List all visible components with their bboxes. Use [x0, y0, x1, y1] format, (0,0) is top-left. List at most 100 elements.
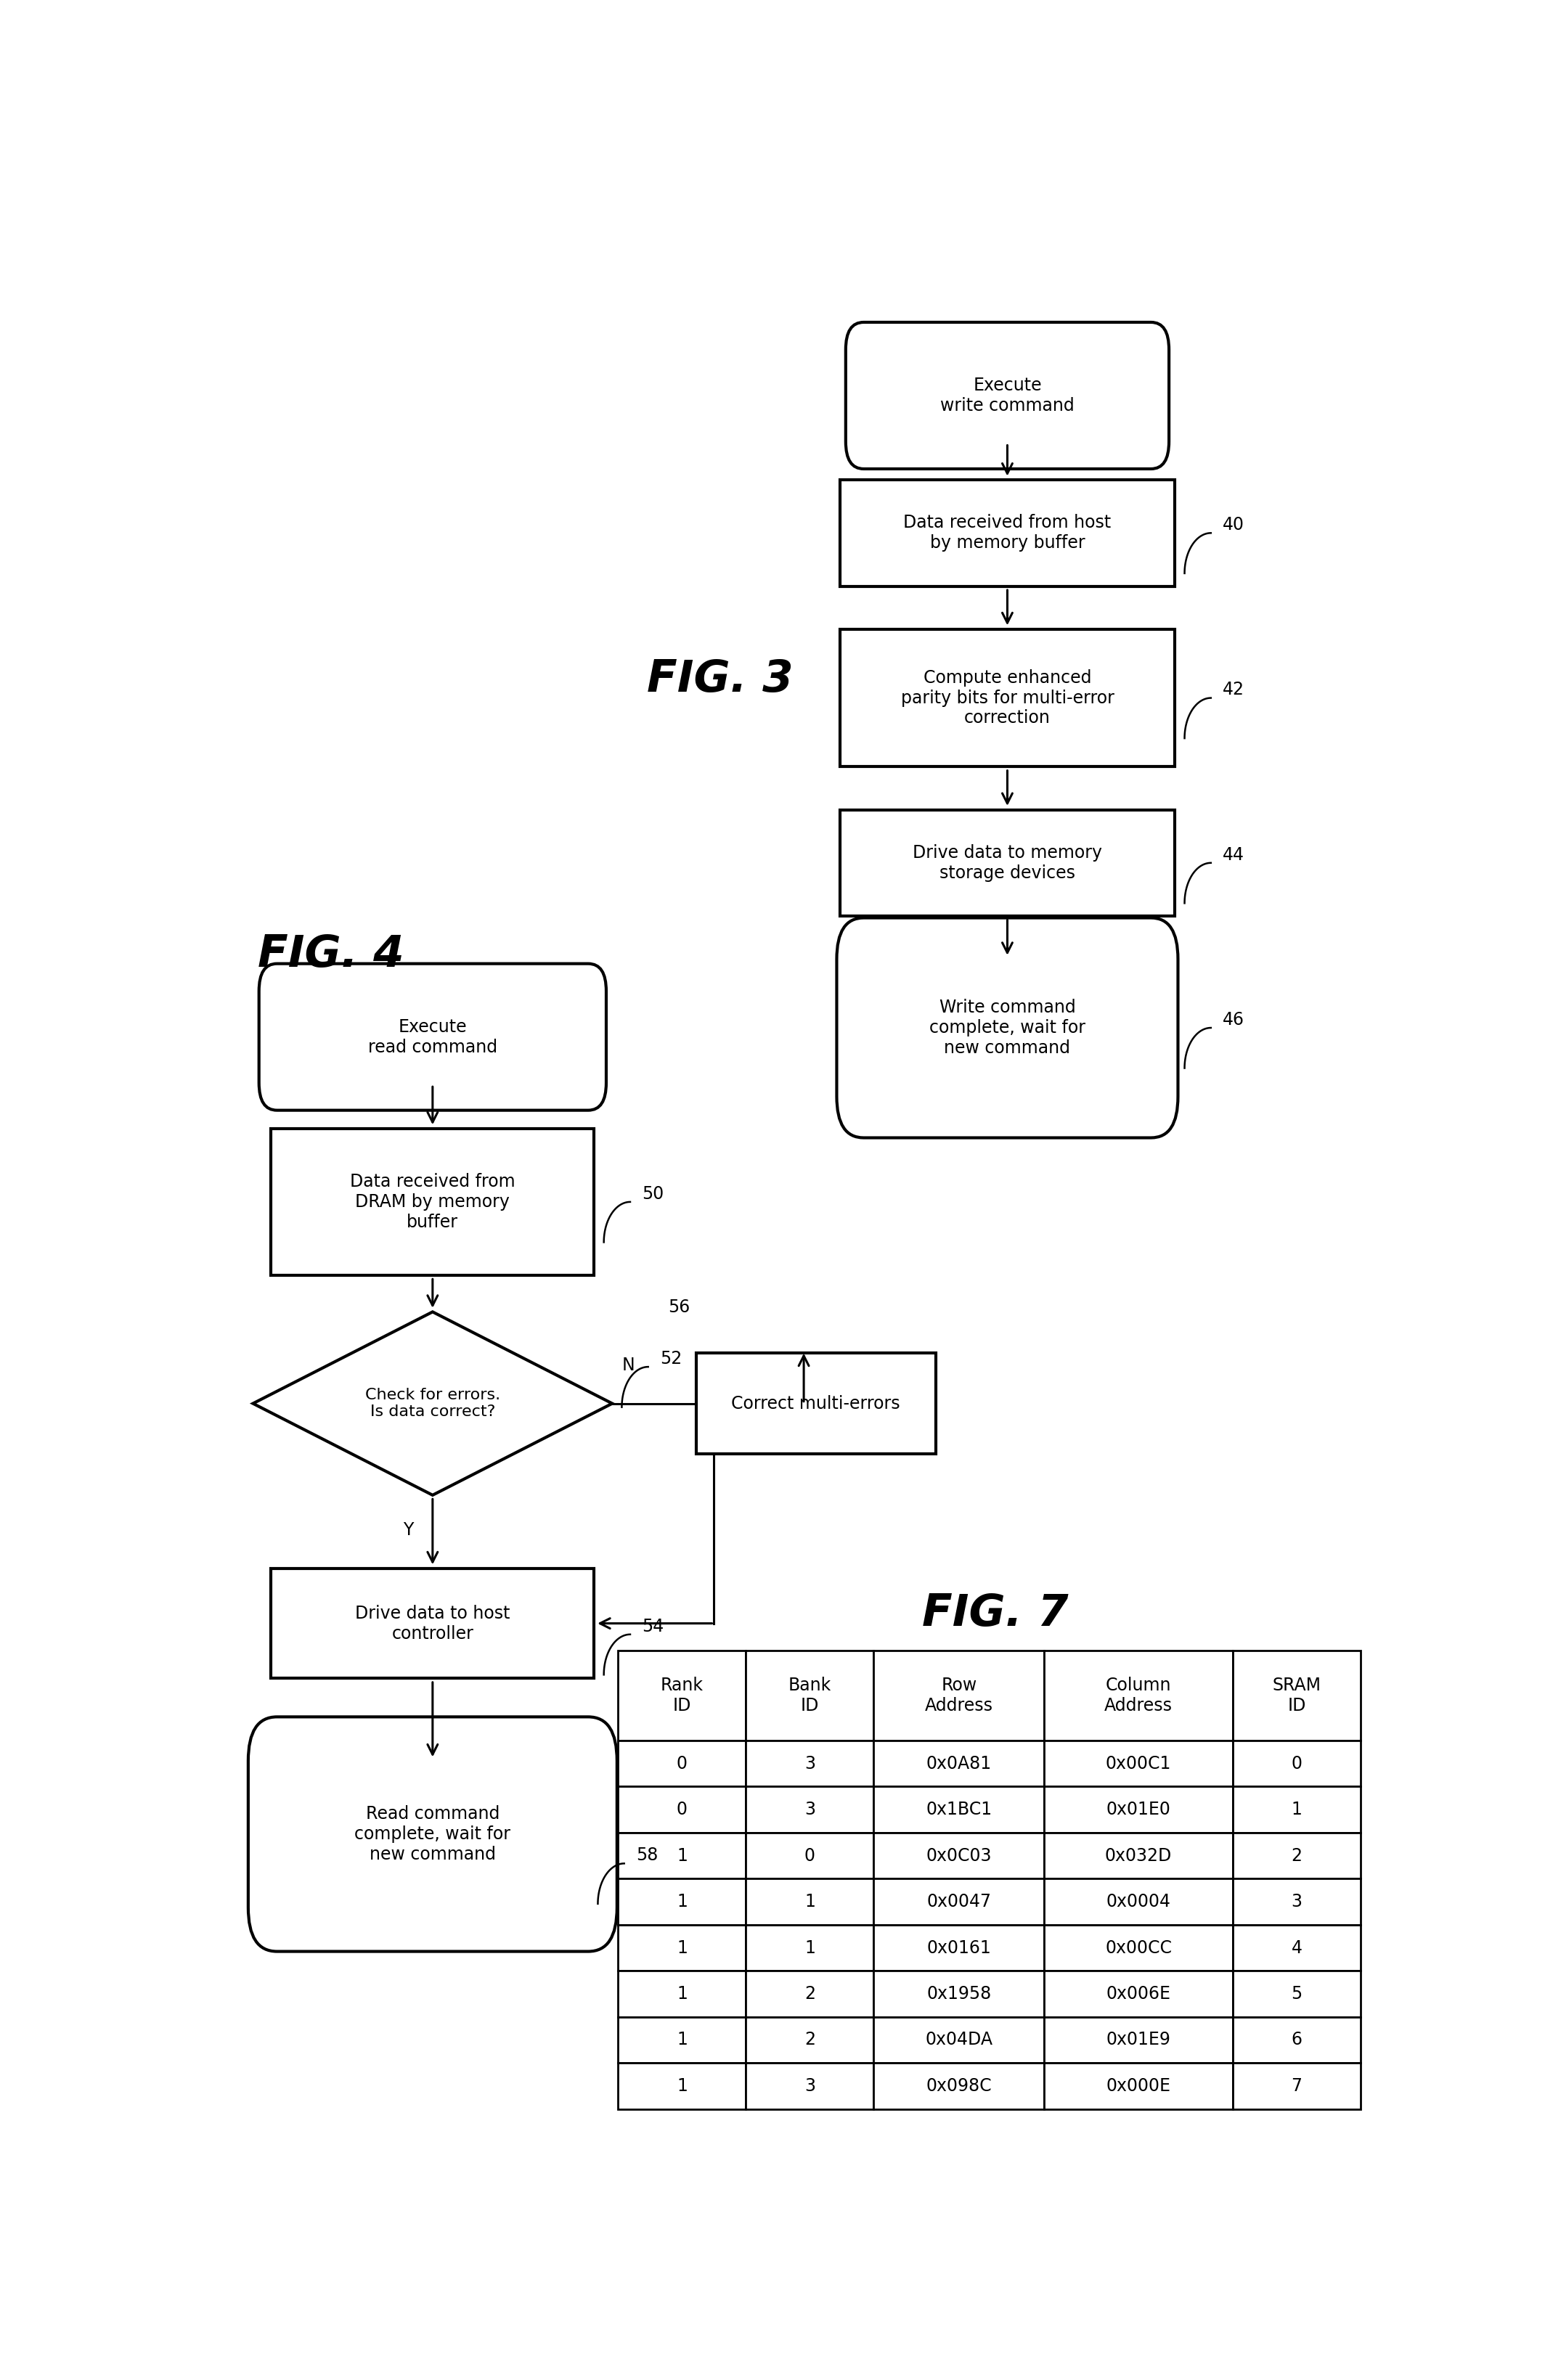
Text: 3: 3: [805, 1754, 816, 1773]
Bar: [746, 2016, 874, 2063]
Bar: [874, 1787, 1044, 1833]
Bar: [874, 2063, 1044, 2109]
FancyBboxPatch shape: [270, 1568, 595, 1678]
Text: 56: 56: [667, 1299, 691, 1316]
Text: 3: 3: [1292, 1892, 1302, 1911]
Text: 7: 7: [1292, 2078, 1302, 2094]
Text: 0x006E: 0x006E: [1106, 1985, 1171, 2002]
Bar: [1044, 1652, 1233, 1740]
Text: 1: 1: [677, 1940, 688, 1956]
Text: 3: 3: [805, 2078, 816, 2094]
Text: 44: 44: [1224, 847, 1245, 864]
Bar: [1233, 1925, 1361, 1971]
Text: 42: 42: [1224, 681, 1245, 700]
Bar: [874, 2016, 1044, 2063]
Bar: [746, 1878, 874, 1925]
FancyBboxPatch shape: [840, 809, 1174, 916]
Text: 1: 1: [677, 2030, 688, 2049]
Text: 0x0A81: 0x0A81: [927, 1754, 992, 1773]
FancyBboxPatch shape: [840, 628, 1174, 766]
Text: 0: 0: [805, 1847, 816, 1864]
Bar: [874, 1740, 1044, 1787]
Bar: [1044, 1740, 1233, 1787]
Bar: [1233, 2016, 1361, 2063]
Bar: [746, 1971, 874, 2016]
Bar: [746, 1787, 874, 1833]
Bar: [1044, 1878, 1233, 1925]
Bar: [874, 1925, 1044, 1971]
Text: Correct multi-errors: Correct multi-errors: [731, 1395, 901, 1411]
FancyBboxPatch shape: [695, 1354, 936, 1454]
Text: Check for errors.
Is data correct?: Check for errors. Is data correct?: [365, 1388, 501, 1418]
Bar: [618, 1833, 746, 1878]
Text: 4: 4: [1292, 1940, 1302, 1956]
Bar: [746, 1652, 874, 1740]
FancyBboxPatch shape: [270, 1128, 595, 1276]
Text: Data received from host
by memory buffer: Data received from host by memory buffer: [904, 514, 1111, 552]
Text: Compute enhanced
parity bits for multi-error
correction: Compute enhanced parity bits for multi-e…: [901, 669, 1114, 726]
Text: 54: 54: [643, 1618, 664, 1635]
Bar: [1044, 1971, 1233, 2016]
Text: 1: 1: [1292, 1802, 1302, 1818]
FancyBboxPatch shape: [840, 481, 1174, 585]
Polygon shape: [253, 1311, 612, 1495]
Text: 3: 3: [805, 1802, 816, 1818]
Text: 0x000E: 0x000E: [1106, 2078, 1171, 2094]
Text: 0x0C03: 0x0C03: [925, 1847, 992, 1864]
Text: Column
Address: Column Address: [1105, 1678, 1173, 1714]
Bar: [1233, 1740, 1361, 1787]
Bar: [1233, 1878, 1361, 1925]
Text: N: N: [621, 1357, 635, 1373]
Text: Execute
read command: Execute read command: [368, 1019, 497, 1057]
Bar: [1233, 1787, 1361, 1833]
Text: 0x01E9: 0x01E9: [1106, 2030, 1171, 2049]
Text: Bank
ID: Bank ID: [788, 1678, 831, 1714]
Bar: [1233, 1971, 1361, 2016]
Text: 0x0047: 0x0047: [927, 1892, 992, 1911]
Bar: [1233, 1652, 1361, 1740]
Text: 0x098C: 0x098C: [925, 2078, 992, 2094]
Bar: [618, 1652, 746, 1740]
Text: Write command
complete, wait for
new command: Write command complete, wait for new com…: [929, 1000, 1086, 1057]
Bar: [746, 1740, 874, 1787]
Text: Execute
write command: Execute write command: [941, 376, 1074, 414]
Text: Y: Y: [403, 1521, 413, 1540]
Text: FIG. 3: FIG. 3: [647, 659, 793, 702]
Text: Drive data to host
controller: Drive data to host controller: [355, 1604, 510, 1642]
Bar: [618, 1878, 746, 1925]
Text: Read command
complete, wait for
new command: Read command complete, wait for new comm…: [354, 1806, 511, 1864]
Text: 1: 1: [677, 2078, 688, 2094]
Text: 1: 1: [805, 1892, 816, 1911]
Bar: [1233, 1833, 1361, 1878]
Text: 52: 52: [660, 1349, 681, 1368]
Text: 0x01E0: 0x01E0: [1106, 1802, 1171, 1818]
Text: Data received from
DRAM by memory
buffer: Data received from DRAM by memory buffer: [351, 1173, 514, 1230]
Text: Row
Address: Row Address: [925, 1678, 993, 1714]
Text: 50: 50: [643, 1185, 664, 1202]
Text: 1: 1: [677, 1985, 688, 2002]
Bar: [618, 1787, 746, 1833]
Text: 0x0004: 0x0004: [1106, 1892, 1171, 1911]
Text: 0: 0: [677, 1802, 688, 1818]
FancyBboxPatch shape: [845, 321, 1170, 469]
Text: 0x00CC: 0x00CC: [1105, 1940, 1171, 1956]
Text: 0x00C1: 0x00C1: [1106, 1754, 1171, 1773]
Bar: [874, 1652, 1044, 1740]
Bar: [1044, 2016, 1233, 2063]
Text: 5: 5: [1292, 1985, 1302, 2002]
Bar: [618, 2016, 746, 2063]
Text: 58: 58: [637, 1847, 658, 1864]
Bar: [618, 1740, 746, 1787]
Text: 0: 0: [677, 1754, 688, 1773]
Bar: [618, 1971, 746, 2016]
Bar: [874, 1833, 1044, 1878]
Text: 46: 46: [1224, 1012, 1245, 1028]
Text: 0x04DA: 0x04DA: [925, 2030, 993, 2049]
Text: Drive data to memory
storage devices: Drive data to memory storage devices: [913, 845, 1102, 881]
Text: 2: 2: [805, 2030, 816, 2049]
Bar: [618, 1925, 746, 1971]
Text: 1: 1: [677, 1847, 688, 1864]
Text: FIG. 4: FIG. 4: [258, 933, 403, 976]
Text: Rank
ID: Rank ID: [661, 1678, 703, 1714]
FancyBboxPatch shape: [260, 964, 606, 1111]
